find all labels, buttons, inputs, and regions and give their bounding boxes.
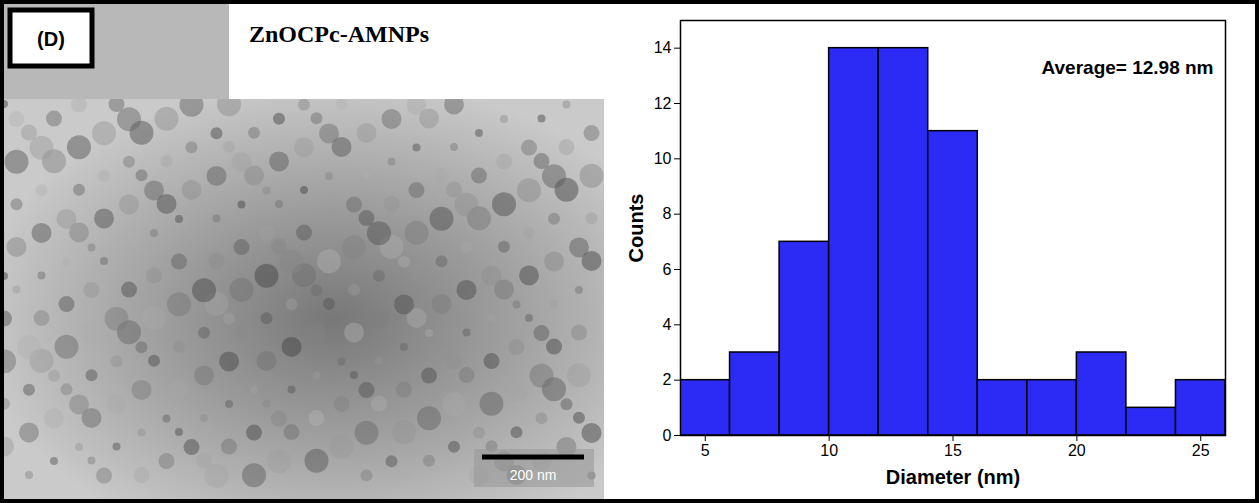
svg-text:(D): (D) (37, 28, 65, 50)
svg-text:0: 0 (663, 427, 672, 444)
svg-text:Diameter (nm): Diameter (nm) (886, 466, 1020, 488)
svg-text:Counts: Counts (625, 194, 647, 263)
svg-text:14: 14 (654, 39, 672, 56)
svg-text:10: 10 (820, 442, 838, 459)
svg-text:ZnOCPc-AMNPs: ZnOCPc-AMNPs (249, 21, 429, 47)
svg-text:4: 4 (663, 316, 672, 333)
svg-text:20: 20 (1068, 442, 1086, 459)
svg-text:8: 8 (663, 205, 672, 222)
svg-text:10: 10 (654, 150, 672, 167)
svg-text:6: 6 (663, 261, 672, 278)
svg-text:5: 5 (701, 442, 710, 459)
svg-text:12: 12 (654, 95, 672, 112)
svg-text:25: 25 (1192, 442, 1210, 459)
svg-text:Average= 12.98 nm: Average= 12.98 nm (1042, 57, 1214, 78)
svg-text:2: 2 (663, 371, 672, 388)
svg-text:200 nm: 200 nm (510, 467, 557, 483)
svg-text:15: 15 (944, 442, 962, 459)
